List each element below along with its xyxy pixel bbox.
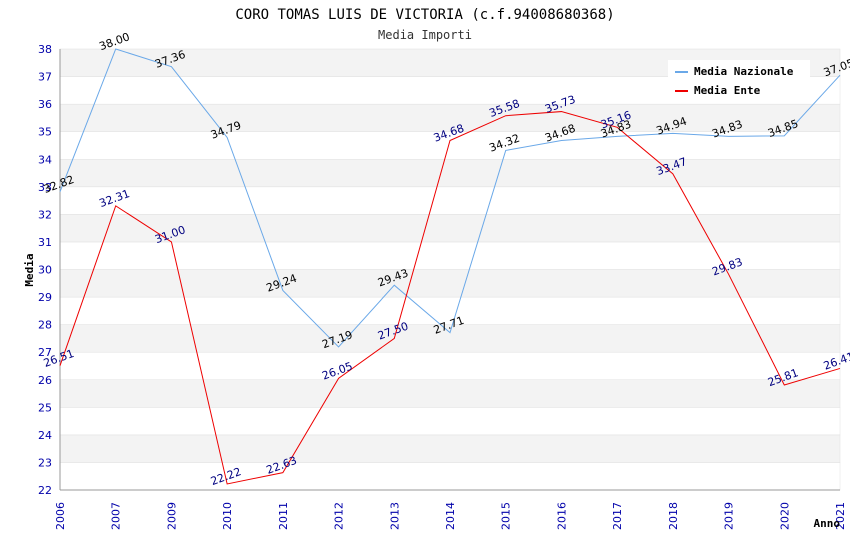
x-tick-label: 2006 [54, 502, 67, 530]
x-tick-label: 2018 [667, 502, 680, 530]
grid-band [59, 214, 841, 243]
grid-band [59, 407, 841, 436]
y-tick-label: 25 [38, 401, 52, 414]
y-tick-labels: 22 23 24 25 26 27 28 29 30 31 32 33 34 35 36 37 38 [38, 43, 52, 497]
y-axis-label: Media [23, 253, 36, 286]
grid-band [59, 296, 841, 325]
x-tick-label: 2021 [834, 502, 847, 530]
y-tick-label: 34 [38, 153, 52, 166]
y-tick-label: 35 [38, 126, 52, 139]
grid-band [59, 186, 841, 215]
x-tick-label: 2014 [444, 502, 457, 530]
grid-band [59, 269, 841, 298]
y-tick-label: 32 [38, 208, 52, 221]
y-tick-label: 27 [38, 346, 52, 359]
grid-bands [59, 48, 841, 491]
y-tick-label: 26 [38, 374, 52, 387]
x-tick-label: 2012 [333, 502, 346, 530]
y-tick-label: 36 [38, 98, 52, 111]
legend-label-ente: Media Ente [694, 84, 761, 97]
chart-title: CORO TOMAS LUIS DE VICTORIA (c.f.9400868… [235, 7, 614, 23]
x-tick-label: 2020 [778, 502, 791, 530]
x-tick-label: 2017 [611, 502, 624, 530]
chart-subtitle: Media Importi [378, 28, 472, 42]
series-line-nazionale [59, 48, 841, 348]
series-lines [59, 48, 841, 485]
x-tick-label: 2016 [555, 502, 568, 530]
x-tick-label: 2009 [165, 502, 178, 530]
x-tick-label: 2013 [388, 502, 401, 530]
grid-band [59, 434, 841, 463]
y-tick-label: 29 [38, 291, 52, 304]
x-tick-label: 2019 [723, 502, 736, 530]
y-tick-label: 23 [38, 456, 52, 469]
grid-band [59, 131, 841, 160]
x-axis-label: Anno [814, 517, 841, 530]
grid-band [59, 159, 841, 188]
y-tick-label: 33 [38, 181, 52, 194]
x-tick-label: 2007 [110, 502, 123, 530]
y-tick-label: 37 [38, 71, 52, 84]
x-tick-label: 2015 [500, 502, 513, 530]
x-tick-labels: 2006 2007 2009 2010 2011 2012 2013 2014 2015 2016… [54, 502, 847, 530]
x-tick-label: 2011 [277, 502, 290, 530]
y-tick-label: 30 [38, 264, 52, 277]
y-tick-label: 24 [38, 429, 52, 442]
legend: Media Nazionale Media Ente [668, 60, 810, 102]
y-tick-label: 28 [38, 319, 52, 332]
grid-band [59, 324, 841, 353]
legend-label-nazionale: Media Nazionale [694, 65, 794, 78]
grid-band [59, 462, 841, 491]
series-line-ente [59, 111, 841, 485]
legend-box [668, 60, 810, 102]
y-tick-label: 38 [38, 43, 52, 56]
x-tick-label: 2010 [221, 502, 234, 530]
grid-band [59, 351, 841, 380]
grid-band [59, 379, 841, 408]
y-tick-label: 31 [38, 236, 52, 249]
y-tick-label: 22 [38, 484, 52, 497]
